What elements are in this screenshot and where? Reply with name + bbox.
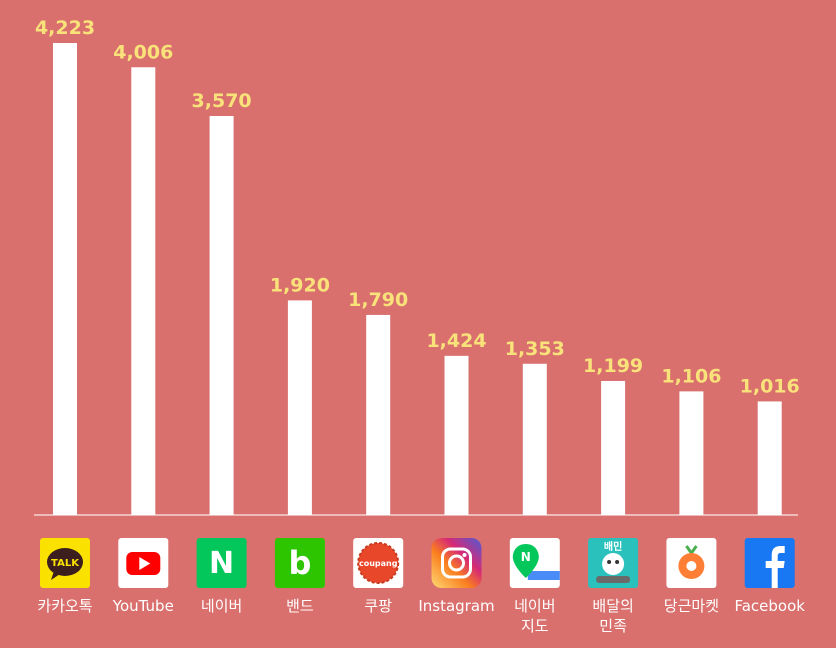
icon-text: b (288, 544, 311, 582)
mascot-eye (615, 560, 620, 564)
value-label: 4,006 (113, 41, 173, 63)
bar (522, 363, 547, 515)
category-label: 민족 (599, 617, 627, 635)
value-label: 1,790 (348, 289, 408, 311)
bar (131, 67, 156, 515)
map-road (527, 571, 560, 580)
category-label: YouTube (112, 597, 174, 615)
speech-bubble-shape (47, 548, 83, 576)
bar (209, 115, 234, 516)
camera-flash (462, 553, 467, 557)
coupang-icon: coupang (353, 538, 404, 588)
value-label: 1,353 (505, 338, 565, 360)
category-label: 지도 (521, 617, 549, 635)
category-label: 네이버 (201, 597, 242, 615)
baemin-icon: 배민 (588, 538, 639, 588)
category-label: 네이버 (514, 597, 555, 615)
value-label: 1,199 (583, 355, 643, 377)
map-pin (512, 544, 539, 578)
mascot-eye (607, 560, 612, 564)
bar (53, 43, 77, 515)
category-label: 쿠팡 (364, 597, 392, 615)
category-label: 밴드 (286, 597, 314, 615)
category-label: Facebook (734, 597, 805, 615)
mascot-face (602, 553, 625, 575)
icon-text: TALK (51, 558, 80, 569)
icon-background (274, 538, 325, 588)
play-triangle (139, 557, 151, 570)
youtube-icon (118, 538, 169, 588)
value-label: 4,223 (35, 17, 95, 39)
value-label: 1,016 (740, 375, 800, 397)
value-label: 1,920 (270, 274, 330, 296)
value-label: 3,570 (192, 90, 252, 112)
camera-lens (448, 554, 465, 572)
icon-text: N (521, 550, 531, 564)
bar (287, 300, 312, 515)
icon-background (196, 538, 247, 588)
icon-background (431, 538, 482, 588)
bar (757, 401, 782, 515)
category-label: 카카오톡 (37, 597, 92, 615)
naver-map-icon: N (509, 538, 560, 588)
instagram-icon (431, 538, 482, 588)
icon-text: 배민 (604, 540, 622, 553)
value-label: 1,424 (426, 330, 486, 352)
badge-shape (357, 542, 400, 584)
bar (444, 355, 469, 515)
icon-text: coupang (359, 559, 398, 568)
facebook-icon (744, 538, 795, 588)
facebook-f (765, 546, 785, 588)
band-icon: b (274, 538, 325, 588)
value-label: 1,106 (661, 365, 721, 387)
speech-bubble-tail (51, 571, 60, 580)
carrot-center (686, 561, 697, 571)
category-label: Instagram (418, 597, 494, 615)
scooter-shape (596, 576, 631, 583)
category-label: 당근마켓 (664, 597, 719, 615)
naver-icon: N (196, 538, 247, 588)
icon-text: N (209, 546, 234, 581)
camera-body (441, 547, 472, 579)
daangn-icon (666, 538, 717, 588)
category-label: 배달의 (592, 597, 633, 615)
bar (366, 314, 391, 515)
kakaotalk-icon: TALK (40, 538, 90, 588)
bar (601, 380, 626, 515)
bar (679, 391, 704, 515)
